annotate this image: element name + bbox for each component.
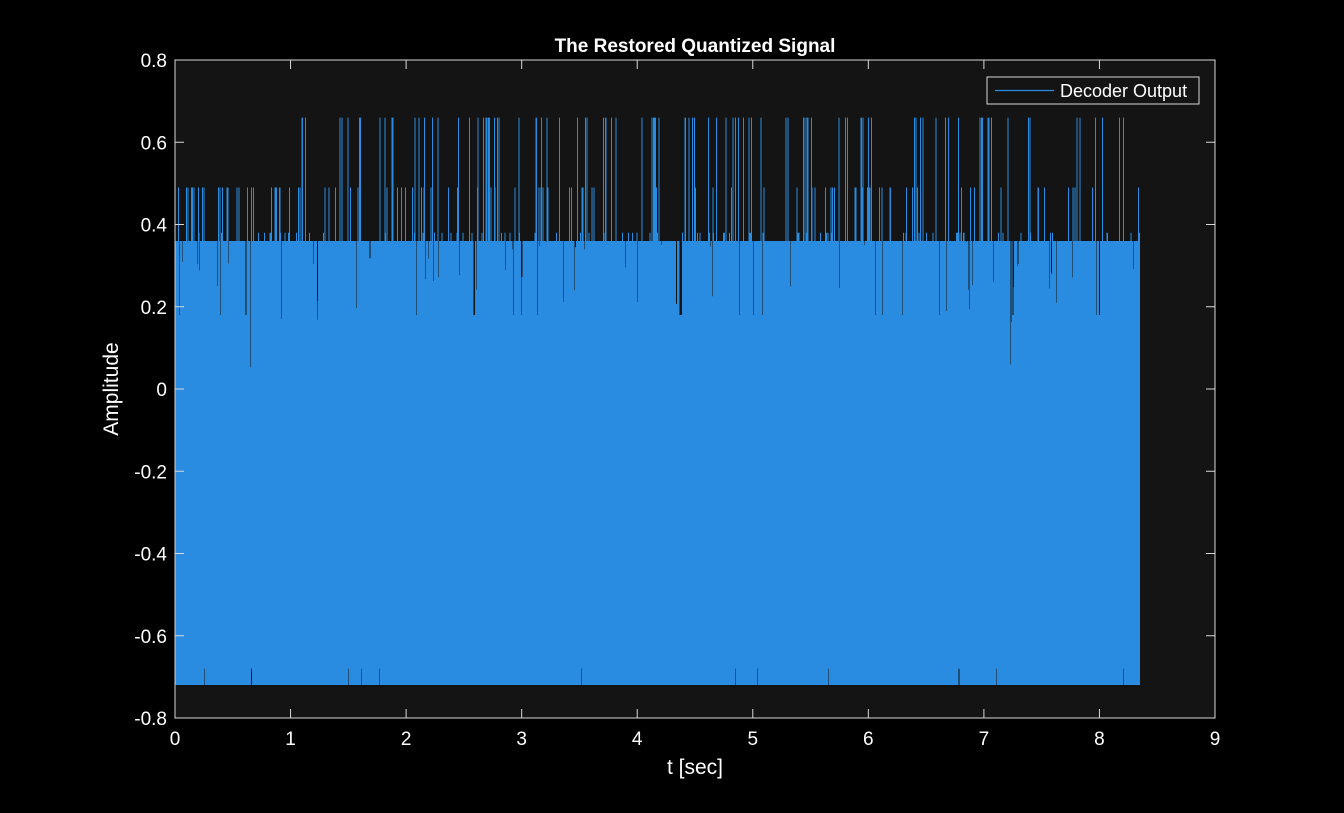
y-tick-label: 0.6 — [141, 133, 167, 154]
x-tick-label: 7 — [979, 729, 990, 750]
y-tick-label: -0.2 — [134, 462, 167, 483]
y-tick-label: 0.4 — [141, 216, 168, 237]
x-tick-label: 8 — [1094, 729, 1105, 750]
x-tick-label: 1 — [285, 729, 296, 750]
x-tick-label: 4 — [632, 729, 643, 750]
signal-trace — [175, 117, 1140, 686]
legend-label-decoder-output: Decoder Output — [1060, 81, 1187, 101]
y-axis-label: Amplitude — [100, 342, 123, 435]
x-tick-label: 0 — [170, 729, 181, 750]
x-tick-label: 2 — [401, 729, 412, 750]
y-tick-label: -0.4 — [134, 545, 167, 566]
y-axis-ticks: 0.8 0.6 0.4 0.2 0 -0.2 -0.4 -0.6 -0.8 — [134, 51, 1215, 730]
signal-series-decoder-output — [175, 117, 1140, 687]
y-tick-label: 0 — [156, 380, 167, 401]
chart-title: The Restored Quantized Signal — [555, 36, 836, 57]
y-tick-label: 0.2 — [141, 298, 167, 319]
x-tick-label: 9 — [1210, 729, 1221, 750]
x-tick-label: 6 — [863, 729, 874, 750]
x-axis-label: t [sec] — [667, 756, 723, 779]
legend[interactable]: Decoder Output — [986, 76, 1200, 105]
x-tick-label: 3 — [516, 729, 527, 750]
y-tick-label: -0.6 — [134, 627, 167, 648]
y-tick-label: -0.8 — [134, 709, 167, 730]
y-tick-label: 0.8 — [141, 51, 167, 72]
x-axis-ticks: 0 1 2 3 4 5 6 7 8 9 — [170, 60, 1221, 750]
x-tick-label: 5 — [747, 729, 758, 750]
